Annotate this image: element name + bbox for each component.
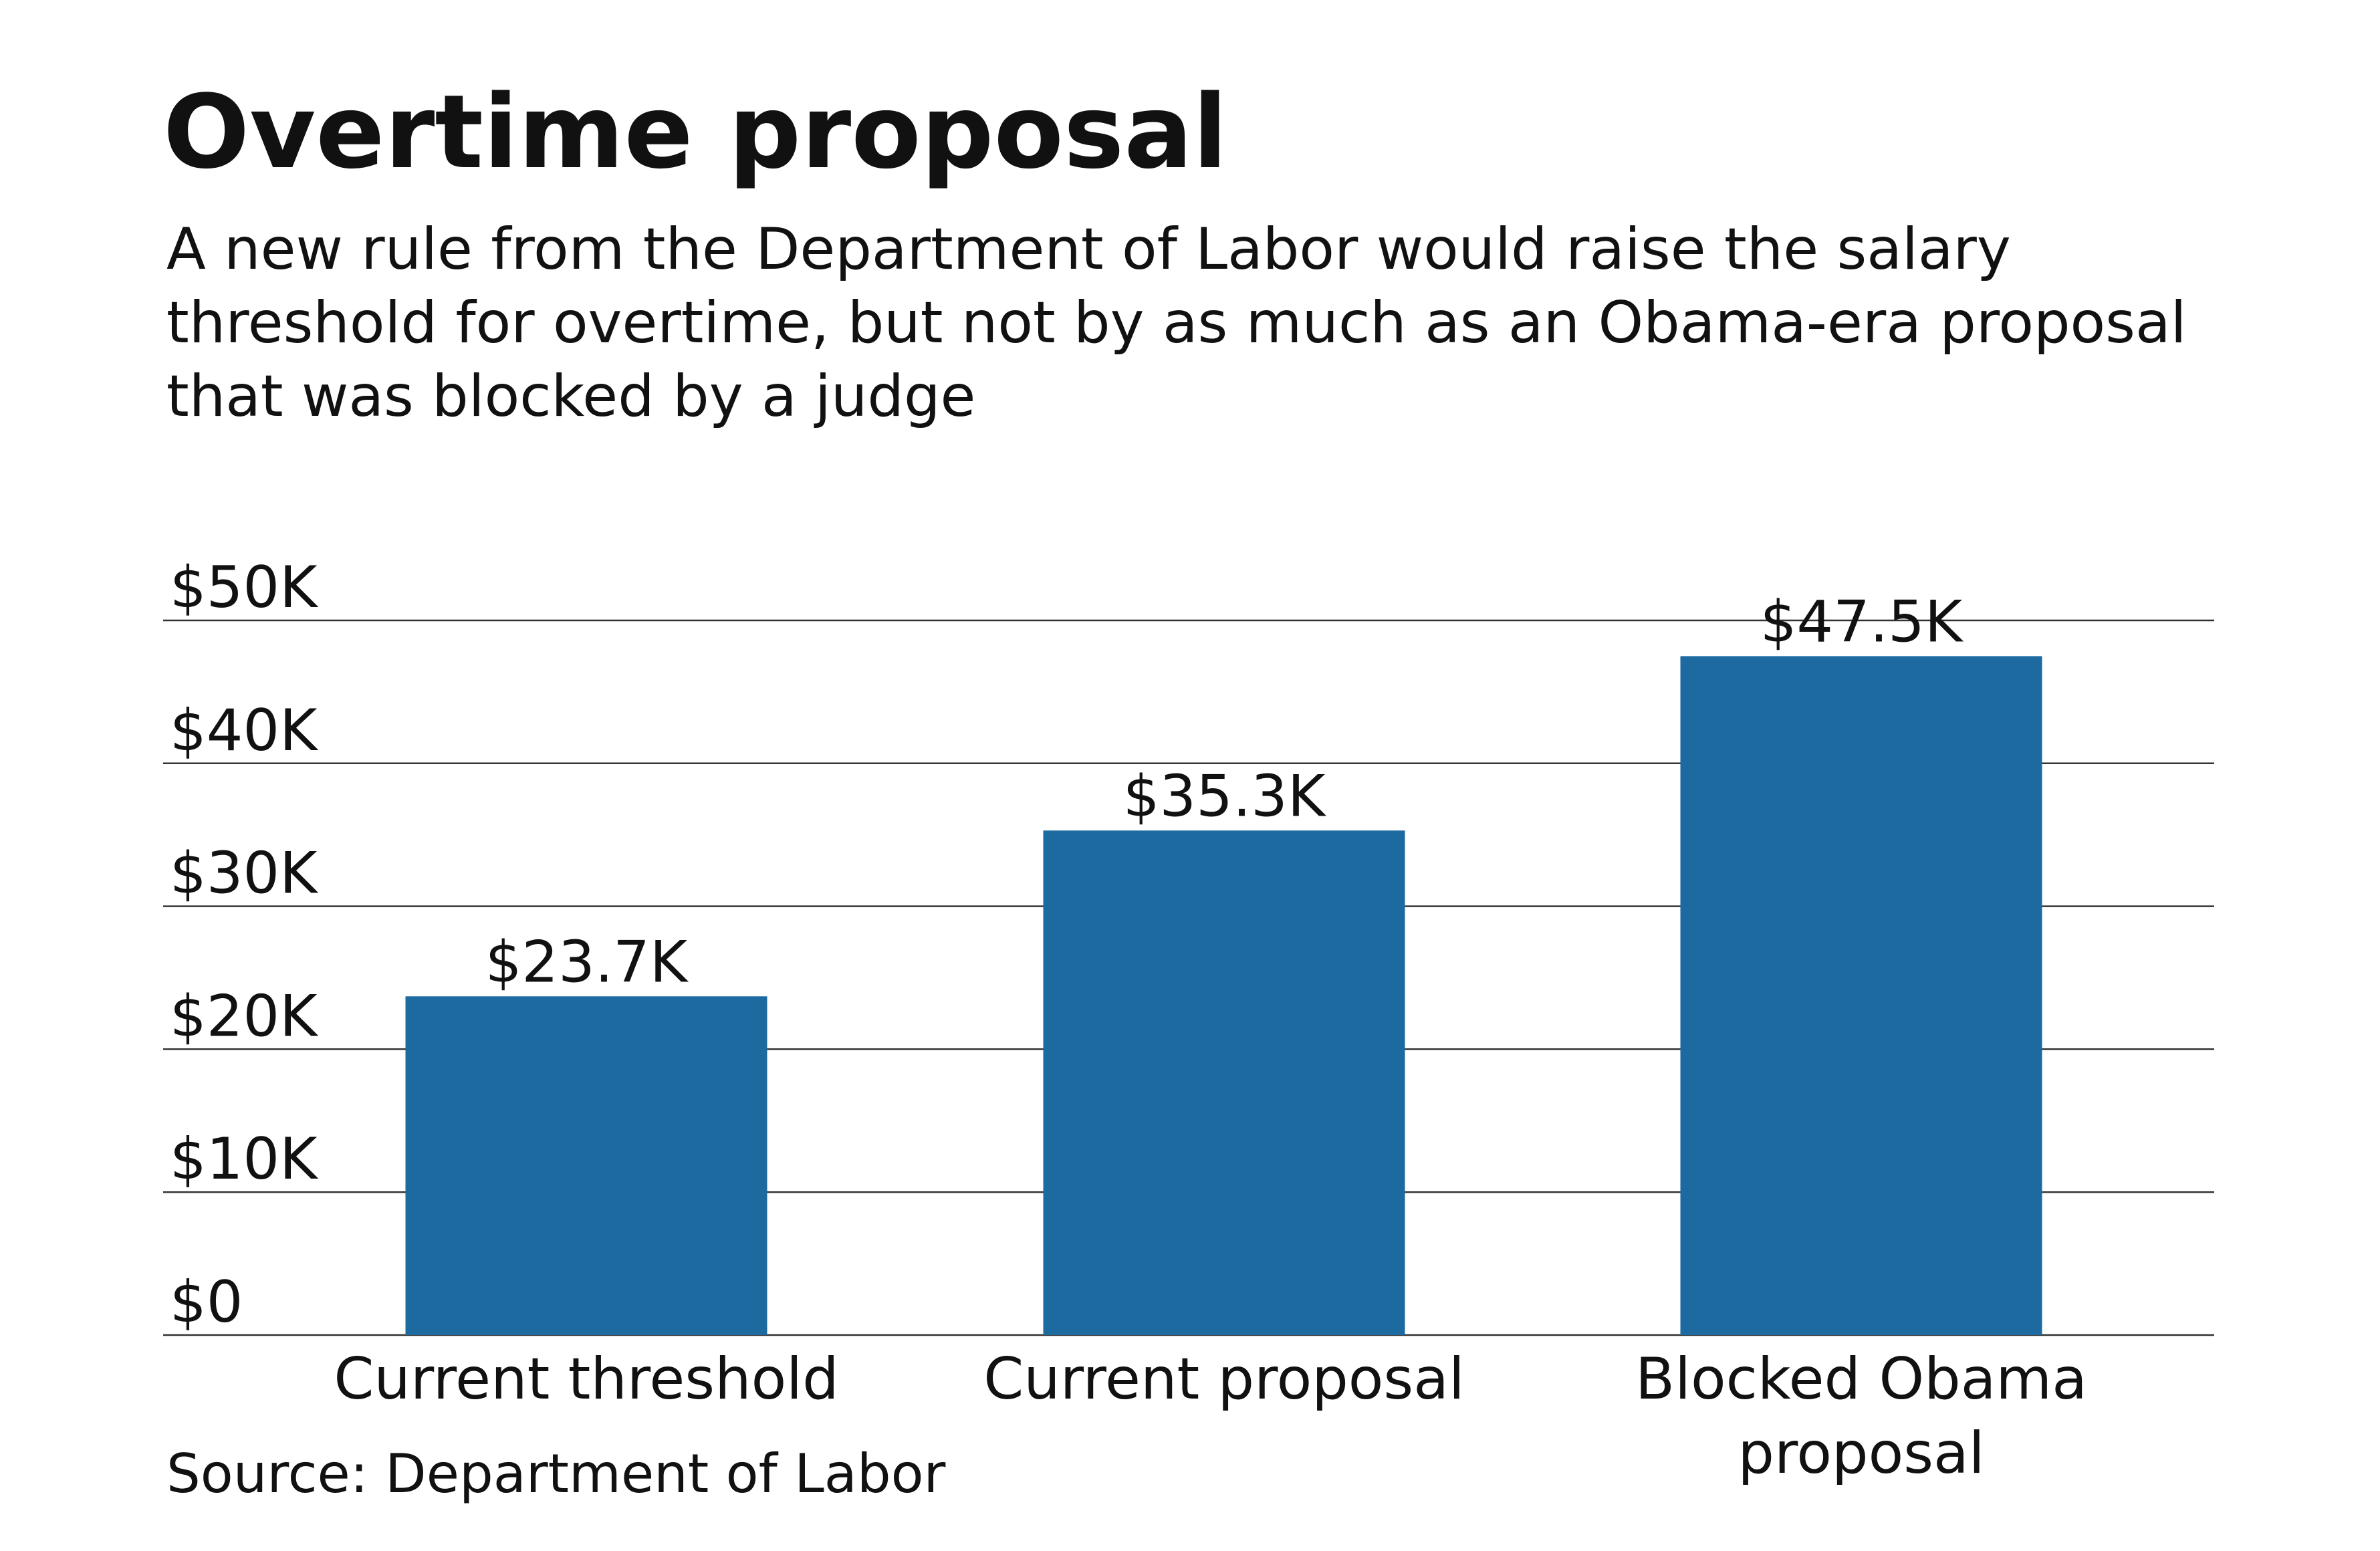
x-tick-label: Current proposal: [983, 1346, 1465, 1413]
bar: [1680, 656, 2042, 1335]
value-label: $23.7K: [485, 929, 689, 995]
y-tick-label: $40K: [170, 697, 319, 764]
bar: [1043, 830, 1405, 1335]
value-label: $47.5K: [1760, 588, 1964, 655]
y-tick-label: $30K: [170, 840, 319, 907]
bar: [405, 996, 767, 1335]
value-label: $35.3K: [1123, 763, 1327, 830]
chart-title: Overtime proposal: [163, 73, 1227, 191]
x-tick-label: Current threshold: [334, 1346, 839, 1413]
y-tick-label: $20K: [170, 983, 319, 1050]
source-note: Source: Department of Labor: [166, 1443, 946, 1505]
x-tick-label: Blocked Obama proposal: [1635, 1346, 2087, 1487]
y-tick-label: $50K: [170, 554, 319, 621]
y-tick-label: $0: [170, 1269, 243, 1336]
y-tick-label: $10K: [170, 1126, 319, 1193]
chart-subtitle: A new rule from the Department of Labor …: [166, 216, 2187, 430]
